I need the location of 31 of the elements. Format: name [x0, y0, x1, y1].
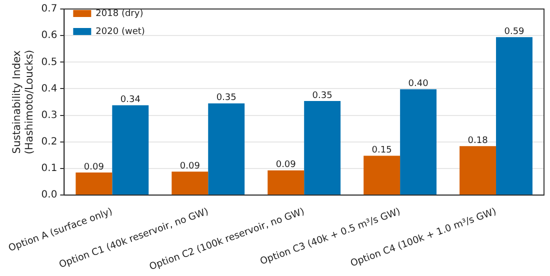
- y-tick-label: 0.6: [41, 30, 58, 42]
- data-label: 0.09: [276, 160, 296, 170]
- y-tick-label: 0.0: [41, 190, 58, 201]
- data-label: 0.18: [468, 136, 488, 146]
- data-label: 0.15: [372, 146, 392, 156]
- bar: [400, 89, 437, 195]
- bar: [496, 37, 532, 195]
- bar: [304, 100, 341, 195]
- bar: [172, 172, 208, 195]
- bar: [268, 170, 304, 195]
- y-tick-label: 0.7: [41, 4, 58, 15]
- data-label: 0.09: [84, 162, 104, 172]
- y-tick-label: 0.4: [41, 83, 58, 94]
- legend-label: 2020 (wet): [96, 26, 145, 37]
- y-tick-label: 0.5: [41, 56, 58, 68]
- bar: [460, 146, 496, 195]
- bar: [112, 105, 149, 195]
- data-label: 0.35: [216, 93, 236, 104]
- data-label: 0.09: [180, 162, 200, 172]
- data-label: 0.35: [312, 90, 332, 101]
- bar: [76, 172, 112, 195]
- y-tick-label: 0.1: [41, 163, 58, 174]
- y-axis-title: Sustainability Index (Hashimoto/Loucks): [11, 50, 36, 154]
- bar: [364, 156, 400, 195]
- data-label: 0.34: [120, 95, 141, 106]
- data-label: 0.59: [504, 27, 525, 38]
- bar: [208, 103, 245, 195]
- legend-label: 2018 (dry): [96, 8, 144, 19]
- y-tick-label: 0.3: [41, 110, 58, 121]
- data-label: 0.40: [408, 79, 429, 90]
- y-tick-label: 0.2: [41, 136, 58, 148]
